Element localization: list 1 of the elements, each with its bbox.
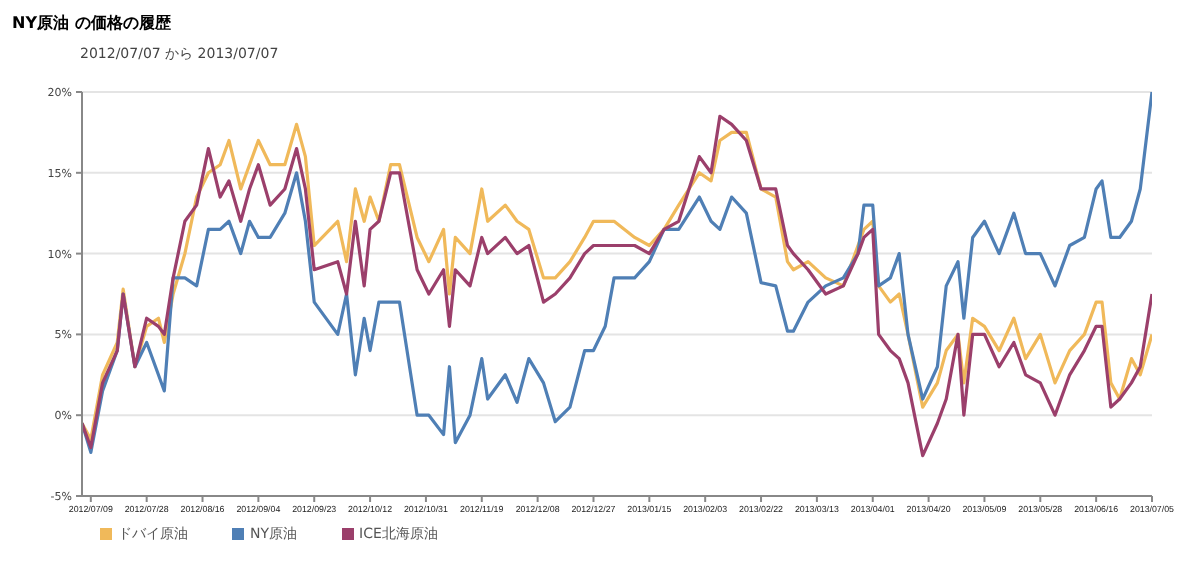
chart-title: NY原油 の価格の履歴 xyxy=(12,12,171,34)
